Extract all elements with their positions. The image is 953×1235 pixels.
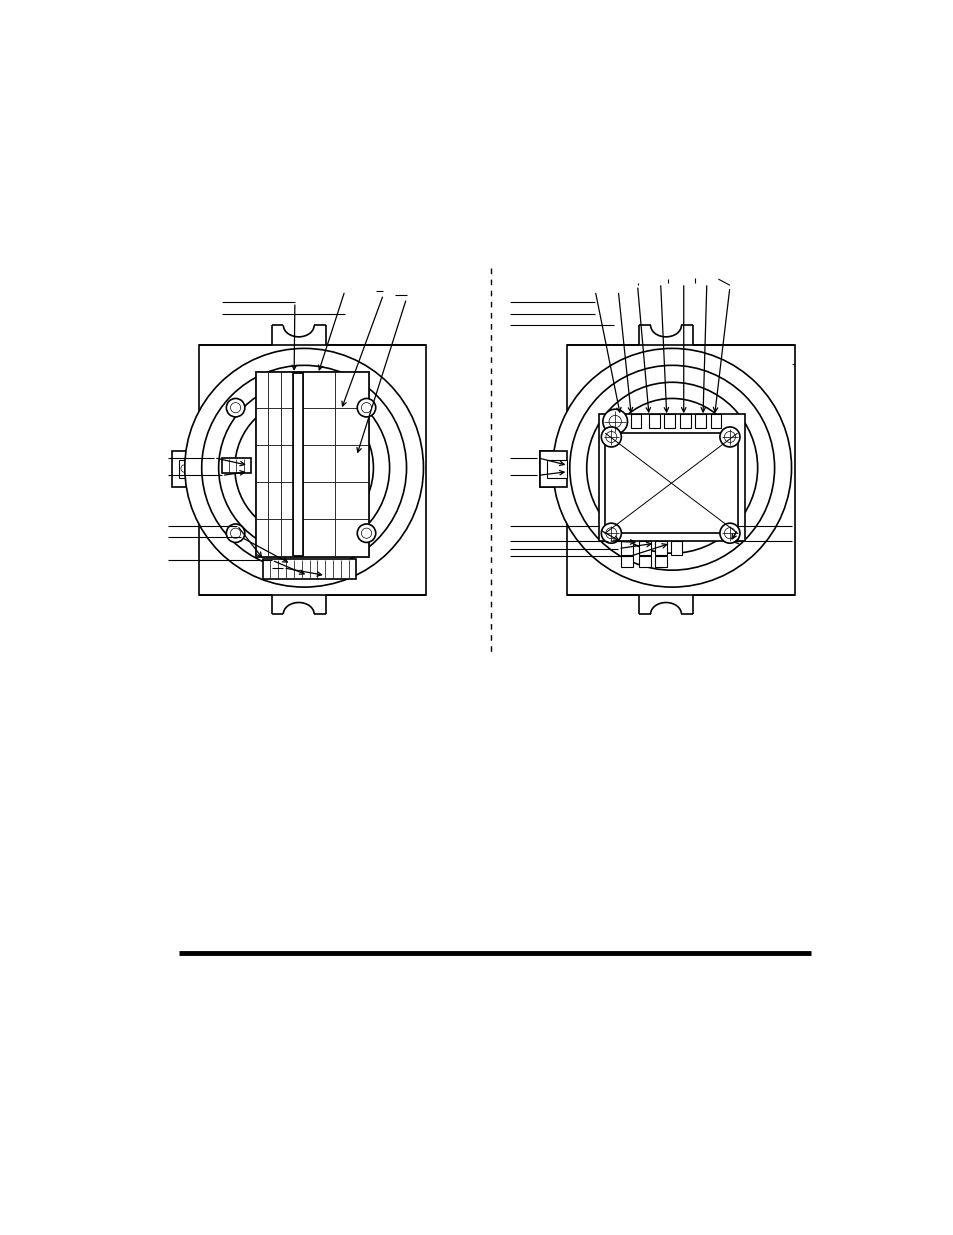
Bar [302,409,335,446]
Circle shape [356,524,375,542]
Bar [280,483,293,520]
Bar [566,345,795,595]
Circle shape [548,464,557,472]
Bar [639,541,650,555]
Bar [256,483,268,520]
Bar [268,372,280,409]
Bar [547,461,566,478]
Bar [604,433,737,534]
Circle shape [231,403,240,412]
Bar [280,409,293,446]
Circle shape [586,383,757,553]
Bar [179,461,198,478]
Circle shape [723,527,735,538]
Bar [335,520,368,556]
Bar [670,541,681,555]
Bar [262,558,356,579]
Bar [655,556,666,567]
Bar [335,409,368,446]
Circle shape [608,415,620,427]
Circle shape [185,348,423,587]
Bar [335,446,368,483]
Circle shape [600,427,620,447]
Bar [710,414,720,427]
Bar [256,372,268,409]
Bar [655,541,666,555]
Circle shape [361,403,371,412]
Circle shape [181,464,189,472]
Circle shape [720,427,740,447]
Circle shape [201,366,406,571]
Bar [539,451,566,487]
Bar [302,483,335,520]
Bar [280,446,293,483]
Circle shape [569,366,774,571]
Bar [539,451,566,487]
Circle shape [218,383,389,553]
Bar [302,446,335,483]
Circle shape [605,527,617,538]
Bar [630,414,640,427]
Bar [256,520,268,556]
Circle shape [720,524,740,543]
Bar [280,520,293,556]
Bar [172,451,198,487]
Bar [256,409,268,446]
Bar [598,414,744,541]
Circle shape [361,529,371,538]
Circle shape [552,348,791,587]
Bar [198,345,425,595]
Circle shape [356,399,375,417]
Circle shape [605,431,617,442]
Bar [664,414,675,427]
Circle shape [234,399,373,537]
Bar [268,409,280,446]
Bar [335,372,368,409]
Bar [268,483,280,520]
Bar [620,556,632,567]
Circle shape [226,524,245,542]
Circle shape [723,431,735,442]
Circle shape [602,409,627,433]
Bar [268,520,280,556]
Circle shape [600,524,620,543]
Bar [256,446,268,483]
Bar [695,414,705,427]
Bar [221,458,251,473]
Bar [256,372,368,556]
Bar [639,556,650,567]
Bar [302,372,335,409]
Bar [302,520,335,556]
Bar [620,541,632,555]
Circle shape [226,399,245,417]
Bar [648,414,659,427]
Bar [335,483,368,520]
Bar [547,461,566,478]
Bar [679,414,690,427]
Circle shape [231,529,240,538]
Circle shape [602,399,740,537]
Bar [268,446,280,483]
Bar [280,372,293,409]
